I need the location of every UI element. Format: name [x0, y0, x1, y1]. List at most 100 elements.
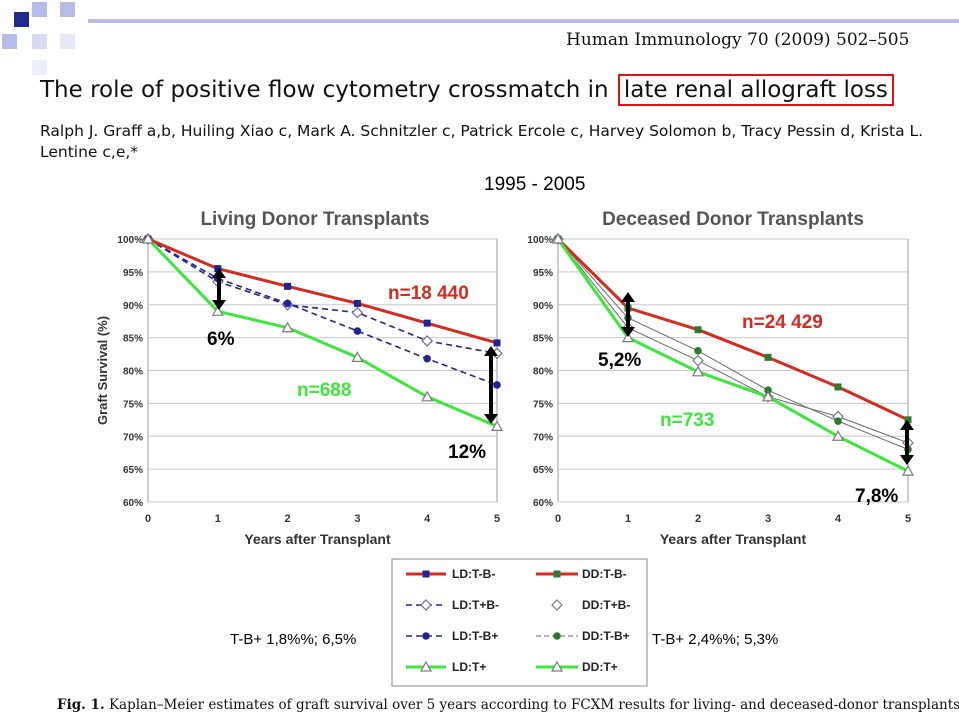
- deco-square: [32, 60, 47, 75]
- deco-square: [32, 2, 47, 17]
- right-note: T-B+ 2,4%%; 5,3%: [652, 631, 779, 648]
- x-tick-label: 4: [835, 513, 842, 525]
- difference-arrow-head-up: [621, 292, 635, 302]
- difference-arrow-head-up: [900, 420, 914, 430]
- deco-square: [14, 12, 29, 27]
- legend-marker: [550, 660, 564, 672]
- x-axis-label: Years after Transplant: [244, 531, 391, 547]
- difference-arrow-head-down: [484, 414, 498, 424]
- data-point: [493, 381, 501, 389]
- x-axis-label: Years after Transplant: [660, 531, 807, 547]
- title-text: The role of positive flow cytometry cros…: [40, 77, 609, 103]
- legend-marker: [419, 660, 433, 672]
- difference-arrow-head-down: [621, 327, 635, 337]
- series-line-dd-t-b-: [557, 238, 909, 444]
- x-tick-label: 2: [285, 513, 291, 525]
- data-point: [214, 265, 222, 273]
- legend-label: DD:T-B+: [582, 629, 630, 643]
- data-point: [834, 417, 842, 425]
- data-point: [691, 365, 705, 377]
- data-point: [351, 306, 364, 319]
- legend-label: DD:T+: [582, 660, 618, 674]
- data-point: [621, 331, 635, 343]
- series-line-dd-t-b-: [556, 237, 909, 422]
- journal-citation: Human Immunology 70 (2009) 502–505: [566, 30, 910, 50]
- y-tick-label: 100%: [117, 235, 143, 246]
- legend-marker: [553, 632, 561, 640]
- data-point: [283, 299, 292, 308]
- data-point: [211, 305, 224, 316]
- annotation-diff-dd-year1: 5,2%: [598, 350, 641, 371]
- header-rule: [88, 19, 959, 23]
- data-point: [353, 299, 361, 307]
- annotation-diff-year1: 6%: [207, 329, 235, 350]
- x-tick-label: 5: [494, 513, 500, 525]
- data-point: [490, 420, 504, 431]
- annotation-diff-year5: 12%: [448, 442, 486, 463]
- deco-square: [2, 34, 17, 49]
- data-point: [421, 390, 434, 402]
- difference-arrow-head-down: [212, 300, 226, 310]
- paper-title: The role of positive flow cytometry cros…: [40, 74, 894, 106]
- author-list: Ralph J. Graff a,b, Huiling Xiao c, Mark…: [40, 122, 924, 161]
- data-point: [764, 353, 772, 361]
- annotation-diff-dd-year5: 7,8%: [855, 486, 898, 507]
- data-point: [694, 346, 702, 355]
- data-point: [351, 351, 364, 362]
- data-point: [551, 232, 565, 244]
- legend-label: LD:T-B-: [452, 567, 495, 581]
- x-tick-label: 1: [625, 513, 631, 525]
- annotation-n-ld-negative: n=18 440: [388, 283, 469, 304]
- legend-marker: [553, 570, 561, 578]
- caption-text: Kaplan–Meier estimates of graft survival…: [108, 697, 959, 713]
- difference-arrow-head-down: [900, 455, 914, 465]
- data-point: [904, 416, 912, 424]
- y-tick-label: 95%: [533, 268, 553, 279]
- data-point: [423, 354, 432, 363]
- y-tick-label: 70%: [123, 432, 143, 443]
- data-point: [764, 386, 772, 395]
- caption-label: Fig. 1.: [57, 697, 105, 713]
- chart-title: Deceased Donor Transplants: [602, 209, 864, 230]
- y-tick-label: 95%: [123, 268, 143, 279]
- annotation-n-dd-negative: n=24 429: [742, 312, 823, 333]
- data-point: [694, 326, 702, 334]
- years-label: 1995 - 2005: [484, 174, 586, 195]
- data-point: [761, 390, 775, 402]
- legend-marker: [422, 570, 430, 578]
- y-tick-label: 60%: [123, 498, 143, 509]
- deco-square: [32, 34, 47, 49]
- legend-label: DD:T+B-: [582, 598, 630, 612]
- series-line-ld-t-: [146, 237, 498, 428]
- chart-title: Living Donor Transplants: [200, 209, 429, 230]
- data-point: [834, 383, 842, 391]
- x-tick-label: 2: [695, 513, 701, 525]
- annotation-n-dd-positive: n=733: [660, 410, 714, 431]
- y-tick-label: 100%: [527, 235, 553, 246]
- legend-label: DD:T-B-: [582, 567, 627, 581]
- y-tick-label: 75%: [533, 399, 553, 410]
- x-tick-label: 1: [215, 513, 221, 525]
- series-line-dd-t-b-: [557, 238, 909, 450]
- deco-square: [60, 34, 75, 49]
- x-tick-label: 0: [555, 513, 561, 525]
- y-tick-label: 80%: [533, 367, 553, 378]
- y-tick-label: 85%: [123, 334, 143, 345]
- legend-label: LD:T+: [452, 660, 486, 674]
- series-line-ld-t-b-: [147, 238, 498, 386]
- left-note: T-B+ 1,8%%; 6,5%: [230, 631, 357, 648]
- legend-marker: [420, 599, 432, 611]
- difference-arrow-head-up: [212, 268, 226, 278]
- difference-arrow-head-up: [484, 346, 498, 356]
- y-tick-label: 65%: [533, 465, 553, 476]
- legend-label: LD:T-B+: [452, 629, 498, 643]
- x-tick-label: 3: [354, 513, 360, 525]
- series-line-dd-t-: [556, 238, 909, 473]
- data-point: [493, 339, 501, 347]
- y-axis-label: Graft Survival (%): [95, 316, 110, 425]
- x-tick-label: 3: [765, 513, 771, 525]
- y-tick-label: 70%: [533, 432, 553, 443]
- x-tick-label: 0: [145, 513, 151, 525]
- y-tick-label: 75%: [123, 399, 143, 410]
